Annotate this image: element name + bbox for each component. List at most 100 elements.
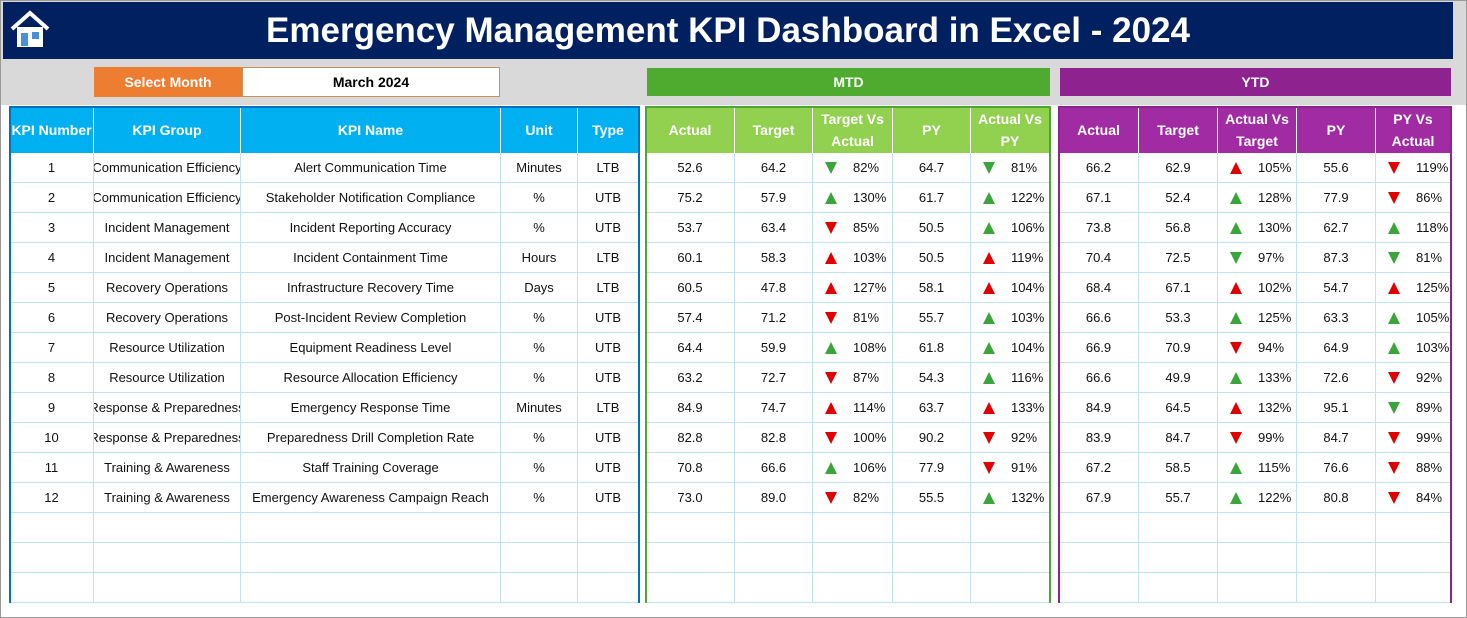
- cell: [646, 543, 735, 573]
- cell: 75.2: [646, 183, 735, 213]
- cell: 94%: [1218, 333, 1297, 363]
- arrow-shape: [1230, 252, 1242, 264]
- arrow-shape: [1388, 312, 1400, 324]
- cell: 104%: [971, 333, 1050, 363]
- cell: 11: [10, 453, 94, 483]
- trend-arrow: [825, 372, 837, 384]
- trend-arrow: [1230, 492, 1242, 504]
- cell: [1059, 573, 1139, 603]
- cell: Communication Efficiency: [94, 153, 241, 183]
- cell: 66.6: [1059, 303, 1139, 333]
- trend-arrow: [1388, 282, 1400, 294]
- cell: 130%: [1218, 213, 1297, 243]
- cell: 115%: [1218, 453, 1297, 483]
- cell: 55.6: [1297, 153, 1376, 183]
- cell: Staff Training Coverage: [241, 453, 501, 483]
- trend-arrow: [1388, 222, 1400, 234]
- column-header: Actual Vs PY: [971, 106, 1050, 153]
- cell: 57.4: [646, 303, 735, 333]
- column-header: KPI Name: [241, 106, 501, 153]
- cell: 55.7: [1139, 483, 1218, 513]
- arrow-shape: [1230, 492, 1242, 504]
- column-header: PY: [1297, 106, 1376, 153]
- column-header: KPI Number: [10, 106, 94, 153]
- cell: [893, 573, 971, 603]
- cell: UTB: [578, 423, 639, 453]
- cell: Incident Management: [94, 213, 241, 243]
- trend-arrow: [983, 282, 995, 294]
- trend-arrow: [983, 402, 995, 414]
- cell: [813, 573, 893, 603]
- trend-arrow: [1388, 432, 1400, 444]
- column-header: Type: [578, 106, 639, 153]
- trend-arrow: [1230, 342, 1242, 354]
- cell: 72.5: [1139, 243, 1218, 273]
- cell: 54.3: [893, 363, 971, 393]
- cell: 61.8: [893, 333, 971, 363]
- cell: 84%: [1376, 483, 1451, 513]
- cell: 119%: [1376, 153, 1451, 183]
- arrow-shape: [1388, 282, 1400, 294]
- trend-arrow: [825, 312, 837, 324]
- cell: [10, 573, 94, 603]
- cell: 118%: [1376, 213, 1451, 243]
- cell: [735, 573, 813, 603]
- cell: 82%: [813, 153, 893, 183]
- trend-arrow: [983, 432, 995, 444]
- arrow-shape: [825, 342, 837, 354]
- column-header: Actual: [1059, 106, 1139, 153]
- arrow-shape: [1388, 342, 1400, 354]
- cell: [1376, 513, 1451, 543]
- cell: 83.9: [1059, 423, 1139, 453]
- column-header: PY Vs Actual: [1376, 106, 1451, 153]
- cell: 57.9: [735, 183, 813, 213]
- month-selector[interactable]: March 2024: [242, 67, 500, 97]
- arrow-shape: [983, 252, 995, 264]
- cell: 63.2: [646, 363, 735, 393]
- cell: 88%: [1376, 453, 1451, 483]
- cell: [578, 543, 639, 573]
- arrow-shape: [825, 432, 837, 444]
- cell: %: [501, 423, 578, 453]
- cell: 103%: [1376, 333, 1451, 363]
- cell: 63.4: [735, 213, 813, 243]
- cell: 64.2: [735, 153, 813, 183]
- cell: 82.8: [646, 423, 735, 453]
- trend-arrow: [1230, 402, 1242, 414]
- cell: 60.5: [646, 273, 735, 303]
- cell: Minutes: [501, 153, 578, 183]
- arrow-shape: [1230, 192, 1242, 204]
- cell: Response & Preparedness: [94, 393, 241, 423]
- arrow-shape: [825, 162, 837, 174]
- home-icon[interactable]: [9, 9, 51, 49]
- trend-arrow: [1230, 432, 1242, 444]
- cell: 108%: [813, 333, 893, 363]
- cell: 66.6: [735, 453, 813, 483]
- cell: [501, 543, 578, 573]
- cell: 105%: [1376, 303, 1451, 333]
- cell: [971, 543, 1050, 573]
- cell: [735, 543, 813, 573]
- arrow-shape: [1230, 462, 1242, 474]
- cell: UTB: [578, 453, 639, 483]
- arrow-shape: [825, 492, 837, 504]
- arrow-shape: [983, 402, 995, 414]
- trend-arrow: [825, 462, 837, 474]
- cell: 63.3: [1297, 303, 1376, 333]
- trend-arrow: [825, 162, 837, 174]
- cell: 122%: [1218, 483, 1297, 513]
- column-header: PY: [893, 106, 971, 153]
- column-header: Unit: [501, 106, 578, 153]
- cell: 133%: [1218, 363, 1297, 393]
- cell: %: [501, 213, 578, 243]
- cell: 127%: [813, 273, 893, 303]
- cell: 5: [10, 273, 94, 303]
- cell: 67.2: [1059, 453, 1139, 483]
- cell: 47.8: [735, 273, 813, 303]
- cell: 55.7: [893, 303, 971, 333]
- cell: [735, 513, 813, 543]
- cell: [241, 543, 501, 573]
- cell: 114%: [813, 393, 893, 423]
- trend-arrow: [1230, 312, 1242, 324]
